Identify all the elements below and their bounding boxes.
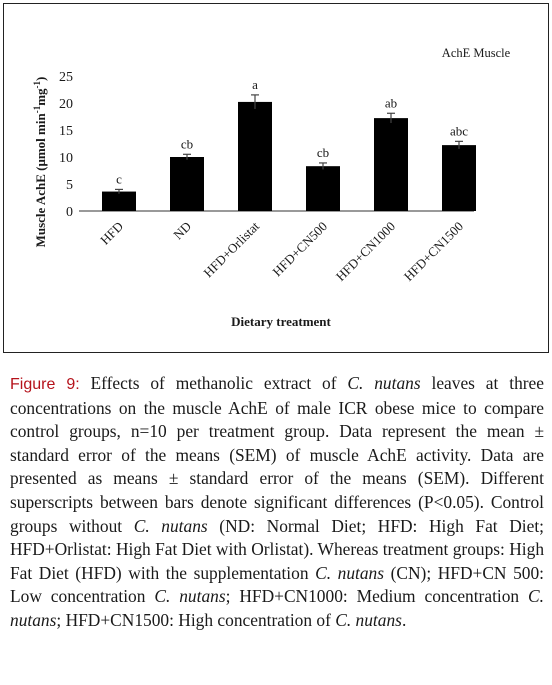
y-tick-label: 5 (66, 178, 73, 193)
x-tick-label: HFD+CN1500 (401, 219, 466, 284)
figure-panel: AchE Muscle Dietary treatment Muscle Ach… (3, 3, 549, 353)
bar-hfd-cn1500 (442, 145, 476, 211)
caption-text: Effects of methanolic extract of (79, 373, 348, 393)
x-tick-label: HFD+Orlistat (200, 218, 262, 280)
bar-hfd-cn1000 (374, 118, 408, 211)
species-name: C. nutans (10, 586, 544, 630)
figure-label: Figure 9: (10, 376, 80, 393)
y-tick-label: 25 (59, 70, 73, 85)
y-axis-title-part: mg (33, 88, 48, 106)
caption-text: ; HFD+CN1500: High concentration of (56, 609, 336, 630)
y-tick-label: 0 (66, 205, 73, 220)
y-tick-label: 10 (59, 151, 73, 166)
y-tick-label: 15 (59, 124, 73, 139)
chart-title: AchE Muscle (442, 46, 511, 60)
species-name: C. nutans (133, 515, 208, 536)
bar-hfd-cn500 (306, 166, 340, 211)
y-axis-title-sup: -1 (32, 80, 42, 88)
x-tick-label: ND (170, 219, 194, 243)
caption-text: (ND: Normal Diet; HFD: High Fat Diet; HF… (10, 515, 545, 583)
species-name: C. nutans (347, 373, 421, 393)
significance-label: cb (181, 136, 193, 151)
y-tick-label: 20 (59, 97, 73, 112)
bar-chart: AchE Muscle Dietary treatment Muscle Ach… (32, 46, 511, 329)
bar-nd (170, 157, 204, 211)
significance-label: abc (450, 123, 468, 138)
plot-area: 0 5 10 15 20 25 c HFD cb ND a HFD+Orlistat cb HFD+CN5… (59, 70, 476, 284)
caption-text: (CN); HFD+CN 500: Low concentration (10, 562, 544, 607)
significance-label: ab (385, 95, 397, 110)
caption-text: . (401, 609, 407, 630)
x-tick-label: HFD+CN1000 (333, 219, 398, 284)
significance-label: cb (317, 145, 329, 160)
x-tick-label: HFD+CN500 (269, 219, 330, 280)
y-axis-title-sup: -1 (32, 105, 42, 113)
caption-text: ; HFD+CN1000: Medium concentration (225, 586, 529, 607)
species-name: C. nutans (335, 609, 402, 630)
y-axis-title: Muscle AchE (μmol min-1mg-1) (32, 77, 48, 248)
species-name: C. nutans (154, 586, 226, 607)
x-axis-title: Dietary treatment (231, 314, 331, 329)
significance-label: c (116, 171, 122, 186)
caption-text: leaves at three concentrations on the mu… (10, 373, 544, 536)
bar-hfd-orlistat (238, 101, 272, 211)
figure-caption: Figure 9: Effects of methanolic extract … (10, 372, 544, 633)
y-axis-title-part: ) (33, 77, 48, 81)
significance-label: a (252, 77, 258, 92)
bar-hfd (102, 191, 136, 211)
y-axis-title-part: Muscle AchE (μmol min (33, 113, 48, 248)
species-name: C. nutans (315, 562, 385, 583)
x-tick-label: HFD (97, 219, 126, 248)
